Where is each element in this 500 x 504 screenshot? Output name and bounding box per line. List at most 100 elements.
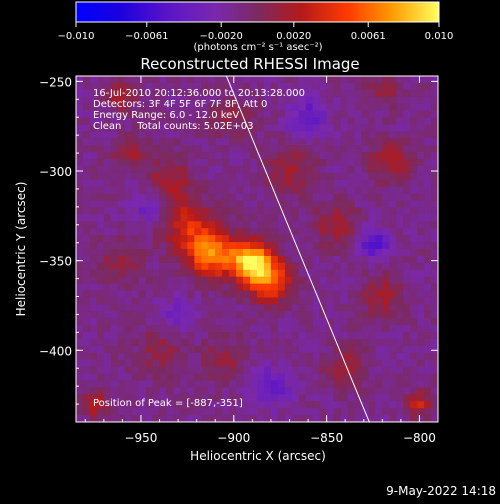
heatmap-cell xyxy=(201,159,209,167)
heatmap-cell xyxy=(243,359,251,368)
heatmap-cell xyxy=(208,172,216,181)
heatmap-cell xyxy=(110,276,119,284)
heatmap-cell xyxy=(410,228,418,236)
heatmap-cell xyxy=(333,373,341,381)
heatmap-cell xyxy=(215,96,223,105)
heatmap-cell xyxy=(375,304,383,312)
heatmap-cell xyxy=(229,394,237,402)
heatmap-cell xyxy=(403,338,411,347)
heatmap-cell xyxy=(236,172,244,181)
heatmap-cell xyxy=(96,165,105,174)
heatmap-cell xyxy=(347,401,355,409)
heatmap-cell xyxy=(263,387,272,395)
heatmap-cell xyxy=(229,110,237,118)
heatmap-cell xyxy=(166,242,174,250)
heatmap-cell xyxy=(410,345,418,354)
heatmap-cell xyxy=(236,318,244,326)
heatmap-cell xyxy=(368,290,376,298)
heatmap-cell xyxy=(389,338,397,347)
heatmap-cell xyxy=(389,408,397,416)
heatmap-cell xyxy=(291,200,300,208)
heatmap-cell xyxy=(375,179,383,188)
heatmap-cell xyxy=(173,165,181,174)
heatmap-cell xyxy=(291,228,300,236)
heatmap-cell xyxy=(236,214,244,222)
heatmap-cell xyxy=(291,207,300,215)
heatmap-cell xyxy=(208,401,216,409)
heatmap-cell xyxy=(284,131,293,139)
heatmap-cell xyxy=(382,242,390,250)
heatmap-cell xyxy=(389,103,397,111)
heatmap-cell xyxy=(187,89,195,98)
heatmap-cell xyxy=(110,82,119,91)
heatmap-cell xyxy=(319,207,328,215)
heatmap-cell xyxy=(403,332,411,340)
heatmap-cell xyxy=(110,366,119,374)
heatmap-cell xyxy=(89,283,98,291)
heatmap-cell xyxy=(201,359,209,368)
heatmap-cell xyxy=(145,172,153,181)
heatmap-cell xyxy=(291,262,300,271)
heatmap-cell xyxy=(194,373,202,381)
heatmap-cell xyxy=(229,401,237,409)
heatmap-cell xyxy=(326,338,334,347)
heatmap-cell xyxy=(117,152,126,160)
heatmap-cell xyxy=(396,221,404,229)
heatmap-cell xyxy=(131,152,140,160)
heatmap-cell xyxy=(166,366,174,374)
heatmap-cell xyxy=(263,82,272,91)
info-line-clean: Clean Total counts: 5.02E+03 xyxy=(93,121,253,132)
heatmap-cell xyxy=(410,304,418,312)
heatmap-cell xyxy=(403,159,411,167)
heatmap-cell xyxy=(243,304,251,312)
heatmap-cell xyxy=(298,193,307,201)
heatmap-cell xyxy=(96,117,105,125)
heatmap-cell xyxy=(417,283,425,291)
heatmap-cell xyxy=(284,276,293,284)
heatmap-cell xyxy=(305,76,314,84)
heatmap-cell xyxy=(305,82,314,91)
heatmap-cell xyxy=(368,352,376,361)
heatmap-cell xyxy=(117,193,126,201)
heatmap-cell xyxy=(410,297,418,305)
heatmap-cell xyxy=(431,82,438,91)
heatmap-cell xyxy=(410,117,418,125)
heatmap-cell xyxy=(361,124,369,132)
heatmap-cell xyxy=(117,165,126,174)
heatmap-cell xyxy=(368,311,376,319)
heatmap-cell xyxy=(208,345,216,354)
heatmap-cell xyxy=(159,159,167,167)
heatmap-cell xyxy=(305,110,314,118)
heatmap-cell xyxy=(243,345,251,354)
heatmap-cell xyxy=(117,255,126,264)
heatmap-cell xyxy=(431,200,438,208)
heatmap-cell xyxy=(250,304,258,312)
heatmap-cell xyxy=(333,380,341,388)
heatmap-cell xyxy=(263,345,272,354)
heatmap-cell xyxy=(382,221,390,229)
heatmap-cell xyxy=(354,242,362,250)
heatmap-cell xyxy=(347,359,355,368)
heatmap-cell xyxy=(333,325,341,333)
heatmap-cell xyxy=(333,235,341,243)
heatmap-cell xyxy=(166,145,174,153)
heatmap-cell xyxy=(194,76,202,84)
heatmap-cell xyxy=(340,172,348,181)
heatmap-cell xyxy=(284,394,293,402)
heatmap-cell xyxy=(319,124,328,132)
heatmap-cell xyxy=(131,262,140,271)
heatmap-cell xyxy=(305,297,314,305)
heatmap-cell xyxy=(361,352,369,361)
heatmap-cell xyxy=(312,283,321,291)
heatmap-cell xyxy=(243,89,251,98)
heatmap-cell xyxy=(243,117,251,125)
heatmap-cell xyxy=(389,228,397,236)
heatmap-cell xyxy=(417,186,425,195)
heatmap-cell xyxy=(250,338,258,347)
heatmap-cell xyxy=(312,179,321,188)
heatmap-cell xyxy=(347,415,355,422)
heatmap-cell xyxy=(187,262,195,271)
heatmap-cell xyxy=(89,297,98,305)
heatmap-cell xyxy=(417,82,425,91)
heatmap-cell xyxy=(103,249,112,257)
